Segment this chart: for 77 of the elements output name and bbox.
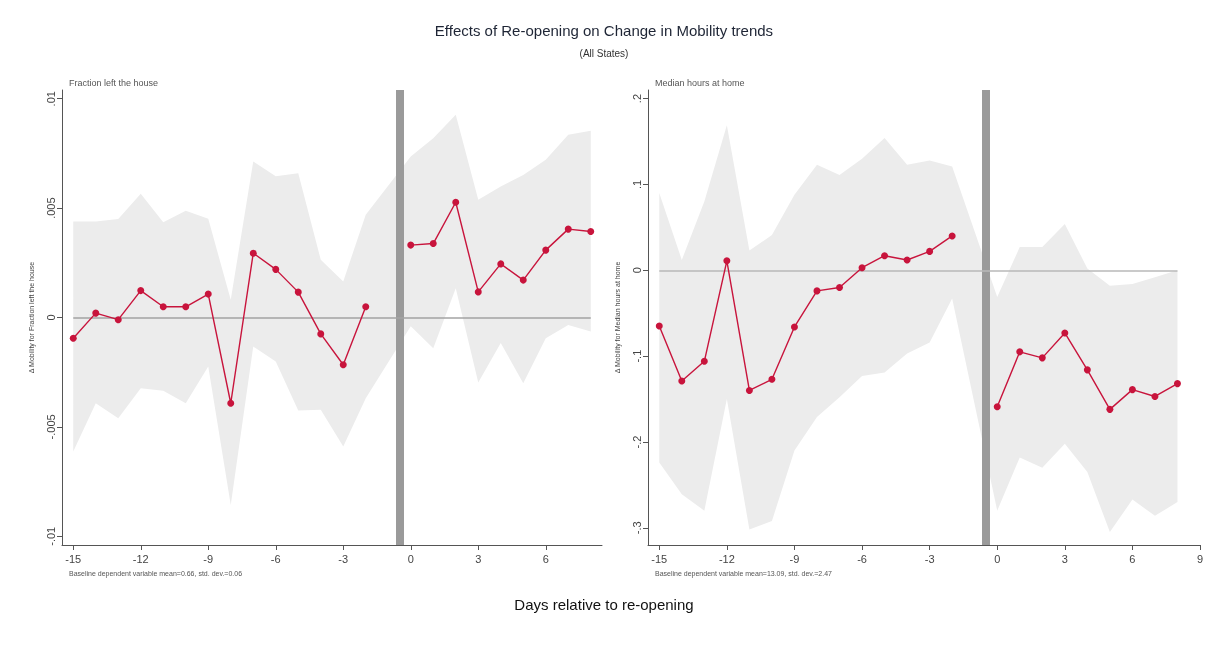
point [926, 247, 934, 255]
point [993, 403, 1001, 411]
point [1173, 380, 1181, 388]
point [678, 377, 686, 385]
y-tick-label: .2 [630, 93, 643, 104]
point [317, 330, 325, 338]
point [1151, 392, 1159, 400]
point [745, 386, 753, 394]
y-tick-label: .01 [44, 91, 57, 107]
point [1038, 354, 1046, 362]
point [249, 249, 257, 257]
x-tick-label: -3 [338, 552, 349, 565]
point [564, 225, 572, 233]
text: Fraction left the house [69, 77, 159, 88]
x-tick-label: -9 [203, 552, 214, 565]
point [1061, 329, 1069, 337]
x-tick-label: -15 [651, 552, 668, 565]
y-tick-label: -.2 [630, 435, 643, 449]
y-tick-label: -.3 [630, 521, 643, 535]
x-tick-label: 3 [1061, 552, 1068, 565]
point [836, 283, 844, 291]
point [114, 316, 122, 324]
point [858, 264, 866, 272]
x-tick-label: -9 [789, 552, 800, 565]
point [362, 303, 370, 311]
point [182, 303, 190, 311]
point [497, 260, 505, 268]
point [429, 240, 437, 248]
x-tick-label: 0 [407, 552, 414, 565]
x-tick-label: 6 [1129, 552, 1136, 565]
y-tick-label: .1 [630, 179, 643, 190]
x-tick-label: -12 [132, 552, 149, 565]
point [1083, 366, 1091, 374]
point [587, 228, 595, 236]
point [542, 246, 550, 254]
point [272, 265, 280, 273]
point [1128, 386, 1136, 394]
point [69, 334, 77, 342]
point [655, 322, 663, 330]
x-tick-label: -3 [924, 552, 935, 565]
y-tick-label: -.005 [44, 414, 57, 440]
x-tick-label: -6 [270, 552, 281, 565]
point [948, 232, 956, 240]
x-tick-label: 9 [1196, 552, 1204, 565]
point [137, 287, 145, 295]
point [407, 241, 415, 249]
y-tick-label: -.1 [630, 349, 643, 363]
point [519, 276, 527, 284]
y-tick-label: 0 [44, 314, 57, 321]
point [159, 303, 167, 311]
y-tick-label: 0 [630, 267, 643, 274]
point [92, 309, 100, 317]
chart-subtitle: (All States) [578, 47, 630, 61]
x-tick-label: -15 [65, 552, 82, 565]
point [474, 288, 482, 296]
point [339, 361, 347, 369]
point [723, 257, 731, 265]
x-tick-label: 0 [994, 552, 1001, 565]
point [881, 252, 889, 260]
point [1106, 405, 1114, 413]
chart-title: Effects of Re-opening on Change in Mobility trends [433, 22, 775, 40]
point [700, 357, 708, 365]
point [452, 198, 460, 206]
y-tick-label: -.01 [44, 526, 57, 546]
point [1016, 348, 1024, 356]
point [294, 288, 302, 296]
point [768, 375, 776, 383]
x-tick-label: -6 [857, 552, 867, 565]
x-axis-title: Days relative to re-opening [513, 596, 695, 614]
x-tick-label: 6 [542, 552, 549, 565]
y-tick-label: .005 [44, 197, 57, 219]
point [204, 290, 212, 298]
point [790, 323, 798, 331]
x-tick-label: -12 [718, 552, 735, 565]
point [227, 399, 235, 407]
text: Median hours at home [655, 77, 745, 88]
x-tick-label: 3 [475, 552, 482, 565]
